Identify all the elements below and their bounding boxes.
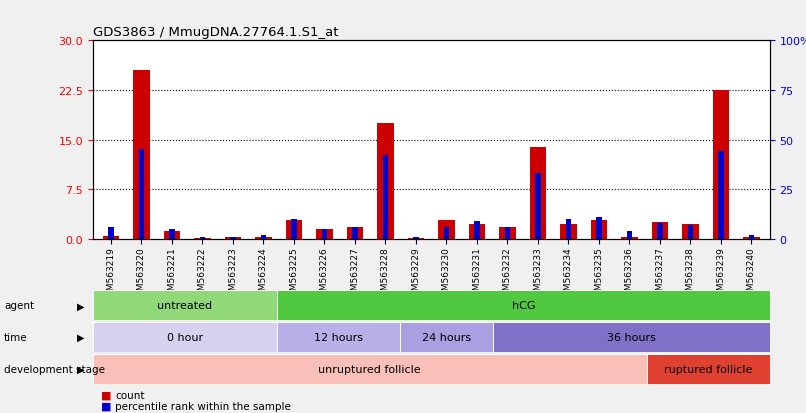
Text: count: count — [115, 390, 145, 400]
Bar — [93, 323, 277, 352]
Bar — [566, 219, 571, 239]
Text: ■: ■ — [101, 390, 111, 400]
Text: hCG: hCG — [512, 301, 535, 311]
Bar — [93, 354, 646, 384]
Bar — [277, 323, 401, 352]
Bar — [93, 291, 277, 320]
Bar — [438, 221, 455, 239]
Bar — [200, 237, 206, 239]
Bar — [560, 225, 577, 239]
Bar — [231, 237, 235, 239]
Bar — [377, 124, 394, 239]
Bar — [718, 152, 724, 239]
Bar — [682, 225, 699, 239]
Text: 12 hours: 12 hours — [314, 332, 364, 342]
Text: time: time — [4, 332, 27, 342]
Text: untreated: untreated — [157, 301, 213, 311]
Bar — [401, 323, 492, 352]
Bar — [749, 235, 754, 239]
Text: percentile rank within the sample: percentile rank within the sample — [115, 401, 291, 411]
Bar — [505, 227, 510, 239]
Text: ▶: ▶ — [77, 301, 85, 311]
Bar — [499, 227, 516, 239]
Bar — [596, 217, 602, 239]
Text: ruptured follicle: ruptured follicle — [664, 364, 752, 374]
Bar — [468, 225, 485, 239]
Text: development stage: development stage — [4, 364, 105, 374]
Bar — [139, 150, 144, 239]
Bar — [474, 221, 480, 239]
Text: 36 hours: 36 hours — [607, 332, 656, 342]
Bar — [169, 229, 175, 239]
Bar — [102, 237, 119, 239]
Bar — [260, 235, 266, 239]
Bar — [591, 220, 608, 239]
Bar — [225, 238, 241, 239]
Bar — [164, 232, 181, 239]
Text: 24 hours: 24 hours — [422, 332, 472, 342]
Bar — [291, 219, 297, 239]
Bar — [621, 237, 638, 239]
Bar — [322, 229, 327, 239]
Bar — [133, 71, 150, 239]
Text: ▶: ▶ — [77, 332, 85, 342]
Bar — [285, 221, 302, 239]
Bar — [108, 227, 114, 239]
Bar — [444, 227, 449, 239]
Text: agent: agent — [4, 301, 34, 311]
Text: GDS3863 / MmugDNA.27764.1.S1_at: GDS3863 / MmugDNA.27764.1.S1_at — [93, 26, 339, 39]
Bar — [316, 229, 333, 239]
Bar — [194, 238, 211, 239]
Text: ▶: ▶ — [77, 364, 85, 374]
Bar — [688, 225, 693, 239]
Bar — [277, 291, 770, 320]
Bar — [743, 238, 760, 239]
Bar — [255, 238, 272, 239]
Bar — [646, 354, 770, 384]
Bar — [408, 238, 424, 239]
Text: ■: ■ — [101, 401, 111, 411]
Bar — [383, 156, 388, 239]
Text: 0 hour: 0 hour — [167, 332, 203, 342]
Bar — [535, 174, 541, 239]
Bar — [347, 227, 364, 239]
Bar — [627, 231, 632, 239]
Bar — [713, 91, 729, 239]
Bar — [657, 223, 663, 239]
Bar — [352, 227, 358, 239]
Bar — [492, 323, 770, 352]
Bar — [413, 237, 418, 239]
Bar — [530, 148, 546, 239]
Text: unruptured follicle: unruptured follicle — [318, 364, 421, 374]
Bar — [651, 223, 668, 239]
